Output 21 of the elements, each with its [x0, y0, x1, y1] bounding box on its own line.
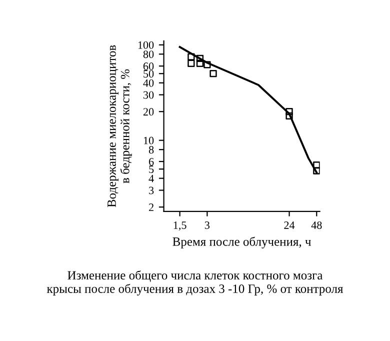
x-tick-label: 48	[311, 221, 322, 229]
y-tick-label: 60	[143, 62, 154, 70]
y-tick-label: 8	[148, 146, 154, 154]
y-tick-label: 20	[143, 108, 154, 116]
y-tick-label: 40	[143, 79, 154, 87]
y-tick-label: 5	[149, 166, 154, 174]
y-tick-label: 50	[144, 70, 154, 78]
y-tick-label: 10	[144, 136, 154, 144]
x-tick-label: 24	[284, 221, 295, 229]
y-axis-title: Водержание миелокариоцитов в бедренной кости, %	[108, 45, 132, 208]
y-tick-label: 3	[149, 186, 154, 194]
y-tick-label: 2	[149, 204, 154, 211]
text: Изменение общего числа клеток костного мозга крысы после облучения в дозах 3 -10 Гр, % от контроля	[46, 270, 344, 296]
y-tick-label: 30	[144, 91, 154, 99]
y-tick-label: 80	[143, 50, 154, 58]
x-tick-label: 1,5	[174, 222, 186, 231]
x-tick-label: 3	[204, 221, 210, 229]
x-axis-title: Время после облучения, ч	[172, 236, 311, 248]
y-tick-label: 4	[148, 174, 154, 182]
y-tick-label: 100	[138, 41, 154, 49]
y-tick-label: 6	[149, 158, 154, 166]
